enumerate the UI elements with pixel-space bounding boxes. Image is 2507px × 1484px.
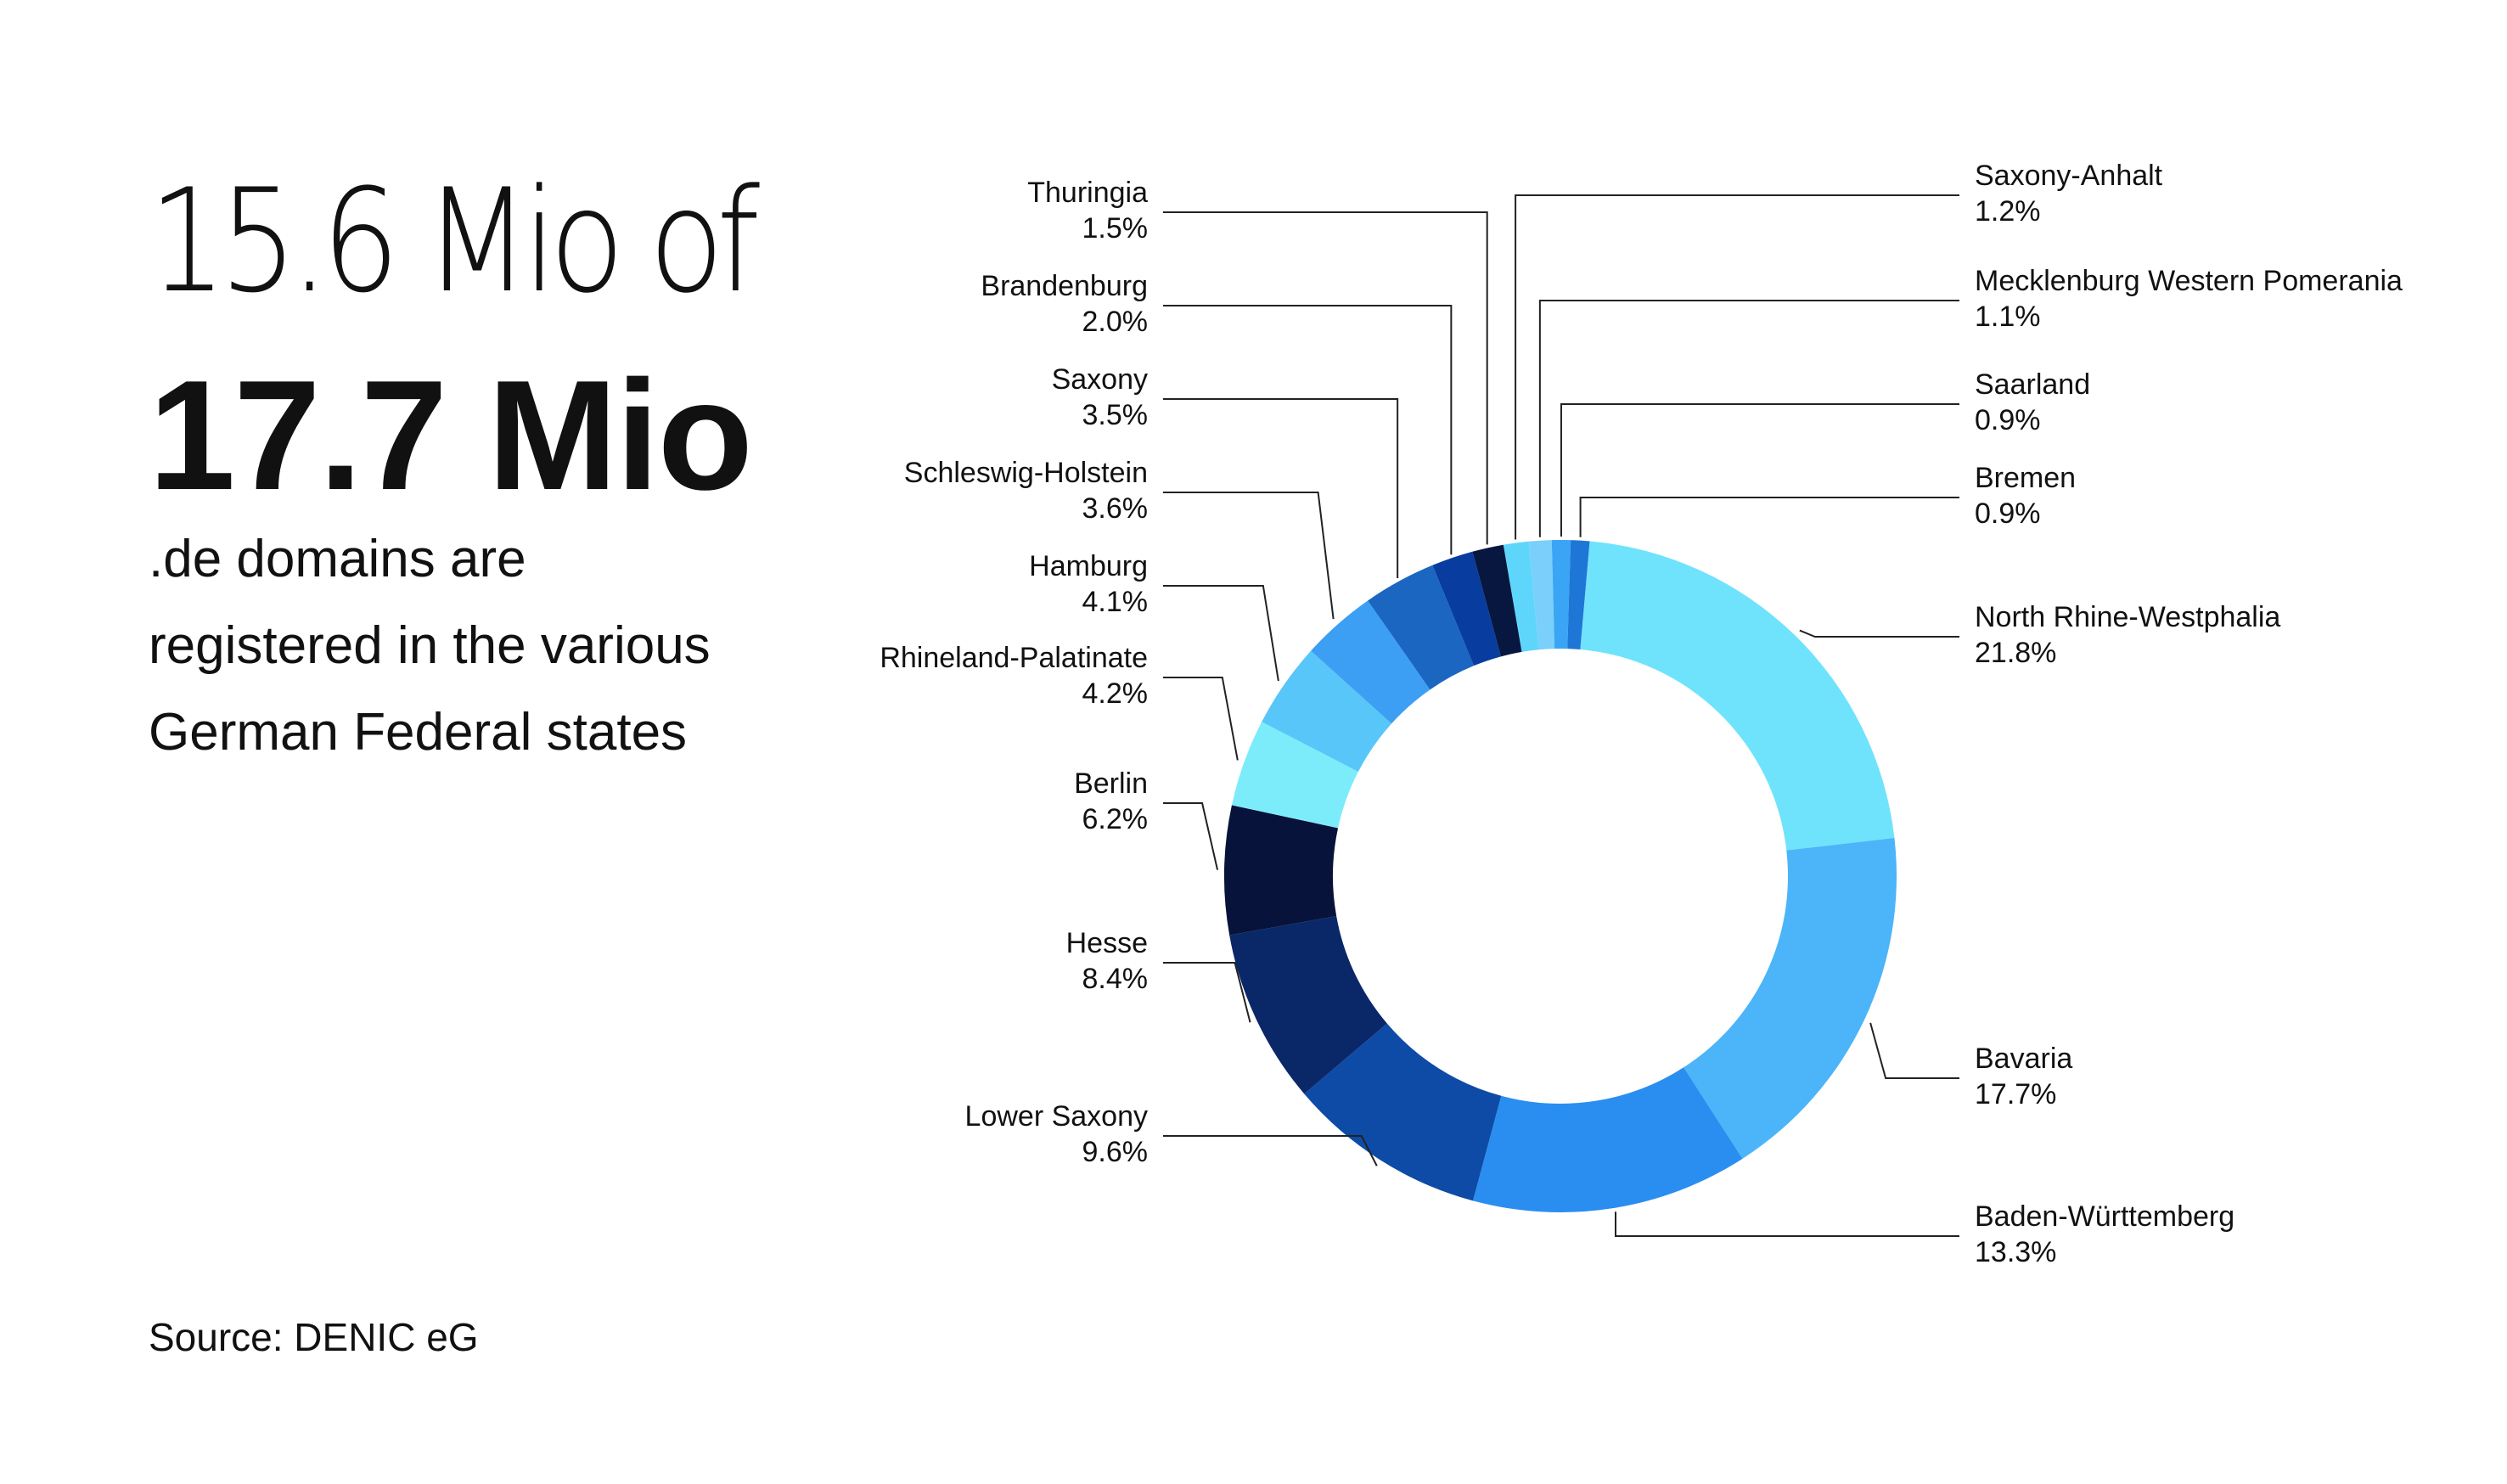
headline-subtext: .de domains are registered in the variou…	[149, 516, 913, 776]
donut-slice	[1262, 650, 1392, 772]
slice-label-name: Bremen	[1975, 462, 2076, 494]
subtext-line: German Federal states	[149, 703, 688, 762]
slice-label-value: 4.2%	[1082, 677, 1149, 710]
slice-label-value: 9.6%	[1082, 1136, 1149, 1168]
leader-line	[1579, 497, 1959, 537]
slice-label-name: Hesse	[1066, 927, 1148, 959]
donut-slice	[1472, 1067, 1743, 1212]
leader-line	[1538, 300, 1959, 537]
leader-line	[1163, 492, 1335, 620]
leader-line	[1163, 585, 1279, 682]
slice-label-name: Saxony	[1052, 363, 1148, 396]
slice-label-value: 1.2%	[1975, 195, 2041, 228]
leader-line	[1799, 629, 1959, 638]
slice-label-name: Lower Saxony	[965, 1100, 1148, 1133]
donut-slice	[1432, 551, 1501, 666]
slice-label-name: Saxony-Anhalt	[1975, 160, 2163, 192]
slice-label-name: Schleswig-Holstein	[904, 457, 1148, 489]
slice-label-name: Rhineland-Palatinate	[880, 642, 1148, 674]
slice-label-name: North Rhine-Westphalia	[1975, 601, 2280, 633]
headline-line2: 17.7 Mio	[149, 347, 753, 522]
headline-line1: 15.6 Mio of	[149, 158, 760, 324]
subtext-line: registered in the various	[149, 616, 711, 675]
slice-label-name: Mecklenburg Western Pomerania	[1975, 265, 2403, 297]
headline-block: 15.6 Mio of 17.7 Mio .de domains are reg…	[149, 170, 913, 776]
slice-label-value: 4.1%	[1082, 586, 1149, 618]
leader-line	[1163, 802, 1219, 870]
slice-label-value: 0.9%	[1975, 497, 2041, 530]
donut-slice	[1368, 565, 1475, 690]
slice-label-name: Hamburg	[1029, 550, 1148, 582]
donut-slice	[1229, 916, 1387, 1094]
leader-line	[1163, 305, 1453, 555]
donut-slice	[1224, 805, 1339, 936]
donut-slice	[1684, 838, 1897, 1159]
donut-slice	[1503, 541, 1539, 652]
leader-line	[1560, 403, 1959, 537]
leader-line	[1163, 211, 1488, 545]
slice-label-name: Brandenburg	[981, 270, 1148, 302]
leader-line	[1163, 1135, 1378, 1166]
slice-label-name: Saarland	[1975, 368, 2090, 401]
subtext-line: .de domains are	[149, 530, 526, 588]
leader-line	[1163, 398, 1399, 579]
donut-slice	[1311, 600, 1431, 724]
slice-label-value: 1.1%	[1975, 301, 2041, 333]
slice-label-value: 0.9%	[1975, 404, 2041, 436]
slice-label-value: 2.0%	[1082, 306, 1149, 338]
leader-line	[1163, 677, 1239, 761]
slice-label-value: 3.5%	[1082, 399, 1149, 431]
leader-line	[1163, 962, 1251, 1023]
leader-line	[1515, 194, 1959, 540]
slice-label-value: 21.8%	[1975, 637, 2056, 669]
slice-label-value: 1.5%	[1082, 212, 1149, 245]
donut-slice	[1580, 541, 1895, 851]
slice-label-value: 6.2%	[1082, 803, 1149, 835]
donut-slice	[1472, 544, 1522, 657]
slice-label-value: 13.3%	[1975, 1236, 2056, 1268]
slice-label-name: Berlin	[1074, 767, 1148, 800]
slice-label-name: Thuringia	[1027, 177, 1148, 209]
donut-slice	[1567, 540, 1590, 650]
source-note: Source: DENIC eG	[149, 1315, 479, 1359]
leader-line	[1614, 1211, 1959, 1237]
donut-slice	[1551, 539, 1571, 649]
slice-label-value: 17.7%	[1975, 1078, 2056, 1110]
donut-slice	[1304, 1023, 1502, 1201]
slice-label-name: Bavaria	[1975, 1043, 2072, 1075]
donut-slice	[1231, 722, 1358, 829]
slice-label-value: 3.6%	[1082, 492, 1149, 525]
slice-label-value: 8.4%	[1082, 963, 1149, 995]
leader-line	[1869, 1022, 1959, 1079]
slice-label-name: Baden-Württemberg	[1975, 1200, 2234, 1233]
donut-slice	[1528, 540, 1555, 650]
